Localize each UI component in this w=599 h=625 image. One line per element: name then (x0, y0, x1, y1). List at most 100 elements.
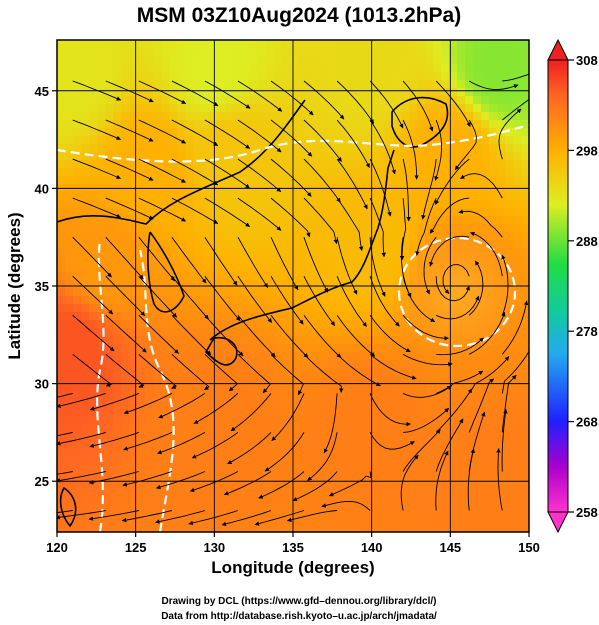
streamline (230, 393, 272, 432)
heatmap-cell (81, 512, 90, 521)
heatmap-cell (473, 488, 482, 497)
heatmap-cell (273, 96, 282, 105)
heatmap-cell (65, 208, 74, 217)
heatmap-cell (81, 296, 90, 305)
streamline (436, 295, 480, 320)
heatmap-cell (321, 176, 330, 185)
heatmap-cell (113, 488, 122, 497)
streamline (204, 236, 238, 286)
heatmap-cell (417, 368, 426, 377)
heatmap-cell (145, 368, 154, 377)
heatmap-cell (521, 440, 529, 449)
heatmap-cell (353, 408, 362, 417)
heatmap-cell (57, 448, 66, 457)
mainland-coast (57, 99, 306, 225)
heatmap-cell (345, 320, 354, 329)
heatmap-cell (113, 392, 122, 401)
heatmap-cell (145, 48, 154, 57)
heatmap-cell (505, 56, 514, 65)
heatmap-cell (401, 512, 410, 521)
heatmap-cell (425, 72, 434, 81)
heatmap-cell (249, 200, 258, 209)
heatmap-cell (489, 416, 498, 425)
heatmap-cell (89, 376, 98, 385)
heatmap-cell (105, 112, 114, 121)
heatmap-cell (513, 64, 522, 73)
heatmap-cell (65, 264, 74, 273)
heatmap-cell (201, 128, 210, 137)
heatmap-cell (137, 72, 146, 81)
heatmap-cell (217, 384, 226, 393)
heatmap-cell (473, 96, 482, 105)
heatmap-cell (161, 136, 170, 145)
heatmap-cell (505, 448, 514, 457)
heatmap-cell (465, 360, 474, 369)
heatmap-cell (113, 288, 122, 297)
streamline (402, 314, 449, 341)
streamline (204, 197, 251, 227)
heatmap-cell (169, 256, 178, 265)
heatmap-cell (217, 112, 226, 121)
heatmap-cell (81, 280, 90, 289)
heatmap-cell (305, 400, 314, 409)
streamline (468, 260, 484, 316)
heatmap-cell (513, 176, 522, 185)
heatmap-cell (265, 56, 274, 65)
heatmap-cell (217, 456, 226, 465)
heatmap-cell (505, 432, 514, 441)
heatmap-cell (385, 312, 394, 321)
colorbar-tick-label: 298 (576, 143, 598, 158)
heatmap-cell (193, 224, 202, 233)
heatmap-cell (385, 432, 394, 441)
heatmap-cell (97, 168, 106, 177)
heatmap-cell (233, 400, 242, 409)
heatmap-cell (353, 464, 362, 473)
heatmap-cell (161, 432, 170, 441)
heatmap-cell (497, 72, 506, 81)
streamline (204, 315, 244, 357)
heatmap-cell (169, 248, 178, 257)
heatmap-cell (265, 240, 274, 249)
heatmap-cell (369, 248, 378, 257)
heatmap-cell (377, 424, 386, 433)
heatmap-cell (185, 320, 194, 329)
heatmap-cell (73, 496, 82, 505)
heatmap-cell (193, 304, 202, 313)
heatmap-cell (409, 136, 418, 145)
heatmap-cell (513, 408, 522, 417)
streamline (105, 236, 144, 280)
heatmap-cell (449, 456, 458, 465)
heatmap-cell (265, 496, 274, 505)
heatmap-cell (105, 144, 114, 153)
heatmap-cell (473, 480, 482, 489)
heatmap-cell (377, 216, 386, 225)
heatmap-cell (233, 304, 242, 313)
heatmap-cell (137, 224, 146, 233)
heatmap-cell (113, 464, 122, 473)
heatmap-cell (377, 368, 386, 377)
heatmap-cell (209, 432, 218, 441)
heatmap-cell (313, 280, 322, 289)
heatmap-cell (161, 480, 170, 489)
heatmap-cell (185, 208, 194, 217)
heatmap-cell (89, 264, 98, 273)
streamline (336, 353, 381, 387)
heatmap-cell (441, 400, 450, 409)
heatmap-cell (265, 352, 274, 361)
heatmap-cell (329, 112, 338, 121)
heatmap-cell (193, 72, 202, 81)
heatmap-cell (281, 264, 290, 273)
heatmap-cell (505, 48, 514, 57)
heatmap-cell (177, 120, 186, 129)
heatmap-cell (297, 464, 306, 473)
heatmap-cell (393, 488, 402, 497)
heatmap-cell (449, 424, 458, 433)
heatmap-cell (489, 488, 498, 497)
heatmap-cell (153, 376, 162, 385)
heatmap-cell (217, 440, 226, 449)
heatmap-cell (161, 176, 170, 185)
heatmap-cell (353, 296, 362, 305)
heatmap-cell (465, 440, 474, 449)
streamline (460, 173, 503, 199)
heatmap-cell (129, 456, 138, 465)
